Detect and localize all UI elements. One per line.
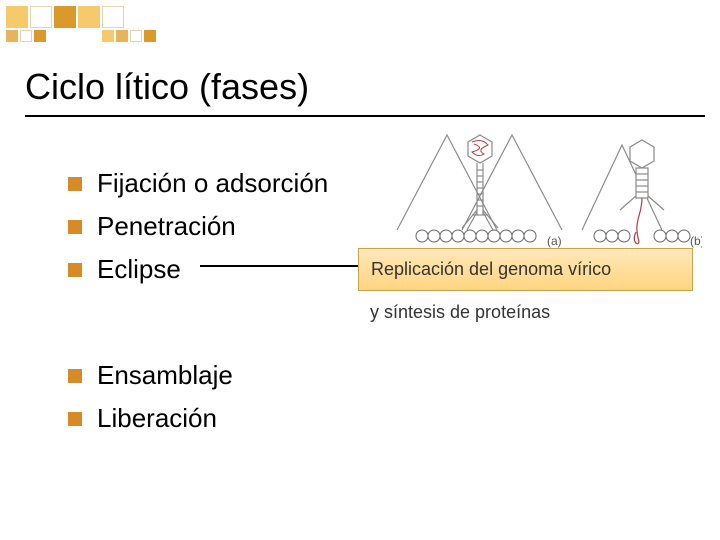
list-item: Ensamblaje <box>68 360 233 391</box>
phage-diagram: (a) (b) <box>392 120 702 250</box>
callout-box: Replicación del genoma vírico <box>358 248 693 291</box>
bullet-label: Ensamblaje <box>97 360 233 391</box>
callout-text-2-container: y síntesis de proteínas <box>358 292 693 333</box>
bullet-icon <box>68 263 82 277</box>
list-item: Eclipse <box>68 254 328 285</box>
list-item: Liberación <box>68 403 233 434</box>
phase-list-1: Fijación o adsorción Penetración Eclipse <box>68 168 328 297</box>
bullet-label: Eclipse <box>97 254 181 285</box>
phage-a <box>397 135 562 230</box>
bullet-icon <box>68 369 82 383</box>
diagram-label-a: (a) <box>547 234 562 248</box>
diagram-label-b: (b) <box>690 234 702 248</box>
phase-list-2: Ensamblaje Liberación <box>68 360 233 446</box>
bullet-label: Fijación o adsorción <box>97 168 328 199</box>
connector-line <box>200 265 360 267</box>
header-decoration <box>0 0 720 45</box>
phage-b <box>582 140 664 244</box>
callout-text-1: Replicación del genoma vírico <box>371 259 611 279</box>
list-item: Penetración <box>68 211 328 242</box>
bullet-icon <box>68 177 82 191</box>
bullet-label: Liberación <box>97 403 217 434</box>
membrane-a <box>416 230 536 242</box>
bullet-label: Penetración <box>97 211 236 242</box>
page-title: Ciclo lítico (fases) <box>25 66 309 108</box>
callout-text-2: y síntesis de proteínas <box>370 302 550 322</box>
membrane-b <box>594 230 690 242</box>
bullet-icon <box>68 220 82 234</box>
bullet-icon <box>68 412 82 426</box>
title-underline <box>25 115 705 117</box>
list-item: Fijación o adsorción <box>68 168 328 199</box>
